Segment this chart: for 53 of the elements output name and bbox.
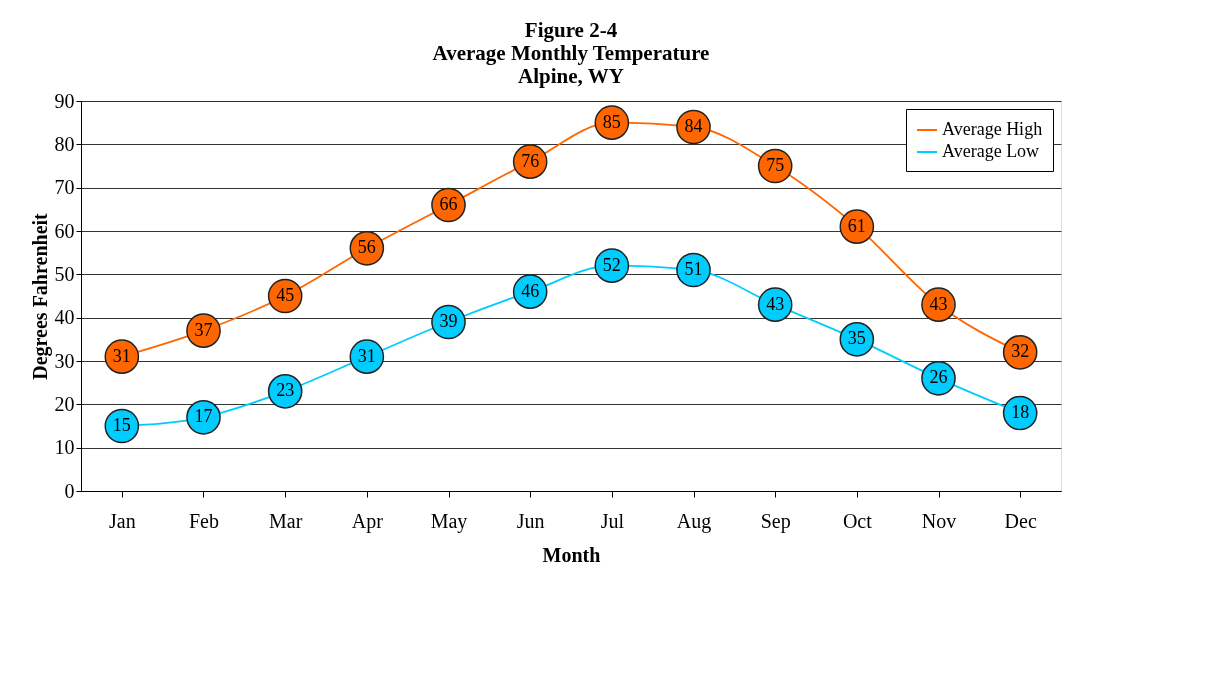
data-label: 61 xyxy=(847,215,866,236)
data-label: 85 xyxy=(602,111,621,132)
data-label: 23 xyxy=(276,380,295,401)
text: Alpine, WY xyxy=(518,64,624,88)
legend-label: Average High xyxy=(942,119,1043,139)
x-tick-label: Dec xyxy=(1004,509,1037,532)
y-tick-label: 40 xyxy=(54,306,75,329)
y-tick-label: 20 xyxy=(54,392,75,415)
x-tick-label: May xyxy=(430,509,468,533)
data-label: 35 xyxy=(847,328,866,349)
data-label: 46 xyxy=(521,280,540,301)
x-tick-label: Feb xyxy=(189,509,219,532)
data-label: 17 xyxy=(194,406,213,427)
data-label: 18 xyxy=(1011,402,1030,422)
data-label: 43 xyxy=(929,293,948,314)
y-tick-label: 90 xyxy=(54,89,75,112)
y-tick-label: 70 xyxy=(54,176,75,199)
data-label: 66 xyxy=(439,194,458,214)
data-label: 15 xyxy=(112,415,131,435)
legend-label: Average Low xyxy=(942,141,1040,161)
data-label: 26 xyxy=(929,367,948,388)
x-tick-label: Jul xyxy=(600,509,625,532)
y-tick-label: 60 xyxy=(54,219,75,242)
x-tick-label: Aug xyxy=(676,509,712,533)
x-tick-label: Sep xyxy=(760,509,791,533)
y-tick-label: 80 xyxy=(54,132,75,155)
text: Figure 2-4 xyxy=(524,18,618,42)
y-tick-label: 30 xyxy=(54,349,75,372)
data-label: 31 xyxy=(357,345,376,366)
data-label: 76 xyxy=(521,150,540,171)
y-tick-label: 10 xyxy=(54,436,75,459)
x-axis-title: Month xyxy=(542,543,601,566)
data-label: 51 xyxy=(684,259,703,279)
x-tick-label: Nov xyxy=(921,509,957,532)
data-label: 84 xyxy=(684,116,703,136)
text: Average Monthly Temperature xyxy=(432,41,710,65)
data-label: 39 xyxy=(439,311,458,331)
y-axis-title: Degrees Fahrenheit xyxy=(28,212,52,380)
x-tick-label: Apr xyxy=(351,509,384,533)
x-tick-label: Mar xyxy=(269,509,303,532)
y-tick-label: 50 xyxy=(54,262,75,285)
data-label: 32 xyxy=(1011,341,1030,362)
data-label: 52 xyxy=(602,254,621,275)
data-label: 31 xyxy=(112,345,131,366)
x-tick-label: Oct xyxy=(842,509,873,532)
y-tick-label: 0 xyxy=(64,479,75,502)
data-label: 45 xyxy=(276,285,295,305)
x-tick-label: Jun xyxy=(516,509,545,532)
x-tick-label: Jan xyxy=(109,509,136,532)
data-label: 43 xyxy=(766,293,785,314)
data-label: 56 xyxy=(357,237,376,258)
data-label: 37 xyxy=(194,319,213,340)
data-label: 75 xyxy=(766,155,785,175)
